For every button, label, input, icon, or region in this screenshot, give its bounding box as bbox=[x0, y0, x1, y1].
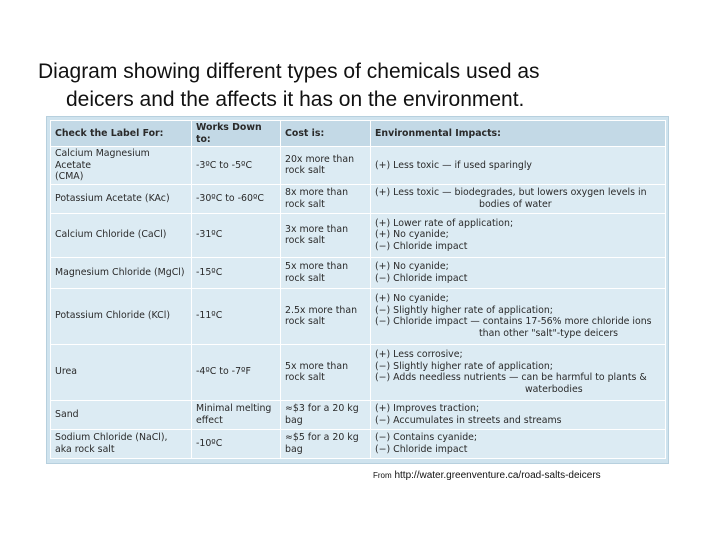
chemical-cell: Sand bbox=[50, 399, 192, 430]
impact-text: (+) Improves traction; (−) Accumulates i… bbox=[375, 403, 562, 426]
chemical-cell: Potassium Acetate (KAc) bbox=[50, 183, 192, 214]
works-down-to-cell: -30ºC to -60ºC bbox=[191, 183, 281, 214]
impact-text: (+) No cyanide; (−) Slightly higher rate… bbox=[375, 293, 652, 327]
source-url: http://water.greenventure.ca/road-salts-… bbox=[394, 470, 601, 481]
impact-text: (+) Lower rate of application; (+) No cy… bbox=[375, 217, 514, 252]
impact-text: (+) Less corrosive; (−) Slightly higher … bbox=[375, 349, 647, 383]
source-citation: From http://water.greenventure.ca/road-s… bbox=[373, 470, 601, 481]
impacts-cell: (+) Improves traction; (−) Accumulates i… bbox=[370, 399, 666, 430]
works-down-to-cell: -10ºC bbox=[191, 428, 281, 459]
works-down-to-cell: -11ºC bbox=[191, 287, 281, 345]
impacts-cell: (−) Contains cyanide; (−) Chloride impac… bbox=[370, 428, 666, 459]
header-environmental-impacts: Environmental Impacts: bbox=[370, 120, 666, 147]
cost-cell: 2.5x more than rock salt bbox=[280, 287, 371, 345]
table-row: Sodium Chloride (NaCl), aka rock salt -1… bbox=[50, 428, 666, 459]
cost-cell: 3x more than rock salt bbox=[280, 212, 371, 258]
table-row: Magnesium Chloride (MgCl) -15ºC 5x more … bbox=[50, 256, 666, 289]
impact-text: (+) Less toxic — if used sparingly bbox=[375, 159, 532, 171]
impact-text-continued: bodies of water bbox=[479, 198, 552, 210]
header-works-down-to: Works Down to: bbox=[191, 120, 281, 147]
chemical-cell: Urea bbox=[50, 343, 192, 401]
chemical-cell: Calcium Magnesium Acetate (CMA) bbox=[50, 146, 192, 185]
works-down-to-cell: -3ºC to -5ºC bbox=[191, 146, 281, 185]
table-header-row: Check the Label For: Works Down to: Cost… bbox=[50, 120, 666, 147]
title-line-1: Diagram showing different types of chemi… bbox=[38, 60, 540, 83]
cost-cell: 5x more than rock salt bbox=[280, 343, 371, 401]
table-row: Sand Minimal melting effect ≈$3 for a 20… bbox=[50, 399, 666, 430]
impacts-cell: (+) Less toxic — biodegrades, but lowers… bbox=[370, 183, 666, 214]
cost-cell: ≈$5 for a 20 kg bag bbox=[280, 428, 371, 459]
impacts-cell: (+) Less corrosive; (−) Slightly higher … bbox=[370, 343, 666, 401]
impacts-cell: (+) No cyanide; (−) Chloride impact bbox=[370, 256, 666, 289]
works-down-to-cell: -31ºC bbox=[191, 212, 281, 258]
title-line-2: deicers and the affects it has on the en… bbox=[66, 88, 525, 111]
table-row: Potassium Chloride (KCl) -11ºC 2.5x more… bbox=[50, 287, 666, 345]
cost-cell: 5x more than rock salt bbox=[280, 256, 371, 289]
cost-cell: ≈$3 for a 20 kg bag bbox=[280, 399, 371, 430]
source-prefix: From bbox=[373, 471, 392, 480]
impact-text: (−) Contains cyanide; (−) Chloride impac… bbox=[375, 432, 478, 455]
table-row: Calcium Chloride (CaCl) -31ºC 3x more th… bbox=[50, 212, 666, 258]
table-row: Potassium Acetate (KAc) -30ºC to -60ºC 8… bbox=[50, 183, 666, 214]
header-cost: Cost is: bbox=[280, 120, 371, 147]
impact-text: (+) Less toxic — biodegrades, but lowers… bbox=[375, 187, 647, 198]
works-down-to-cell: -4ºC to -7ºF bbox=[191, 343, 281, 401]
table-row: Calcium Magnesium Acetate (CMA) -3ºC to … bbox=[50, 146, 666, 185]
impacts-cell: (+) No cyanide; (−) Slightly higher rate… bbox=[370, 287, 666, 345]
chemical-cell: Potassium Chloride (KCl) bbox=[50, 287, 192, 345]
works-down-to-cell: Minimal melting effect bbox=[191, 399, 281, 430]
deicer-table: Check the Label For: Works Down to: Cost… bbox=[50, 120, 666, 459]
works-down-to-cell: -15ºC bbox=[191, 256, 281, 289]
impacts-cell: (+) Less toxic — if used sparingly bbox=[370, 146, 666, 185]
impact-text-continued: than other "salt"-type deicers bbox=[479, 327, 619, 339]
impact-text: (+) No cyanide; (−) Chloride impact bbox=[375, 261, 468, 284]
cost-cell: 8x more than rock salt bbox=[280, 183, 371, 214]
impacts-cell: (+) Lower rate of application; (+) No cy… bbox=[370, 212, 666, 258]
impact-text-continued: waterbodies bbox=[525, 383, 583, 395]
slide-title: Diagram showing different types of chemi… bbox=[38, 58, 698, 114]
chemical-cell: Sodium Chloride (NaCl), aka rock salt bbox=[50, 428, 192, 459]
chemical-cell: Magnesium Chloride (MgCl) bbox=[50, 256, 192, 289]
chemical-cell: Calcium Chloride (CaCl) bbox=[50, 212, 192, 258]
deicer-table-container: Check the Label For: Works Down to: Cost… bbox=[46, 116, 669, 464]
table-row: Urea -4ºC to -7ºF 5x more than rock salt… bbox=[50, 343, 666, 401]
header-check-label: Check the Label For: bbox=[50, 120, 192, 147]
cost-cell: 20x more than rock salt bbox=[280, 146, 371, 185]
